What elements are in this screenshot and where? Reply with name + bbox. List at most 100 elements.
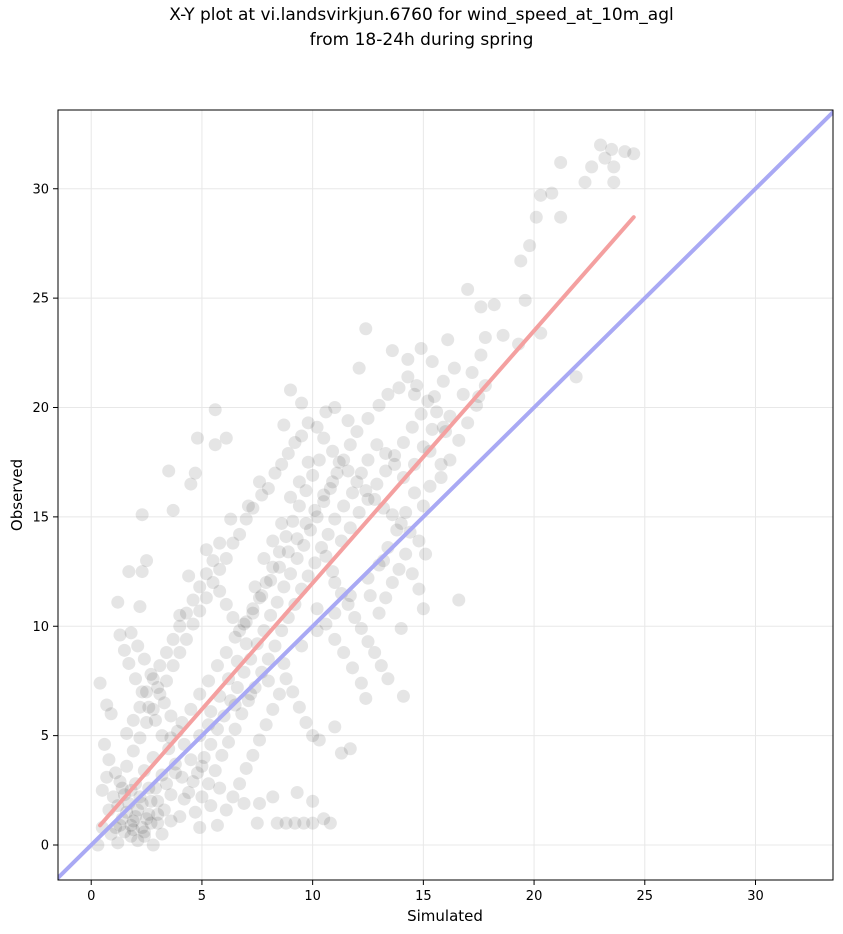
scatter-point [461,416,475,430]
scatter-point [310,510,324,524]
scatter-point [319,405,333,419]
scatter-point [226,790,240,804]
scatter-point [157,696,171,710]
scatter-point [195,759,209,773]
scatter-point [408,387,421,401]
scatter-point [308,556,322,570]
scatter-point [379,446,393,460]
scatter-point [605,142,619,156]
scatter-point [284,490,297,504]
scatter-point [246,606,260,620]
scatter-point [204,705,218,719]
scatter-point [146,702,160,716]
scatter-point [379,591,393,605]
scatter-point [131,803,145,817]
grid [58,110,833,880]
scatter-point [253,796,266,810]
scatter-point [452,433,466,447]
scatter-point [288,816,302,830]
scatter-point [281,446,295,460]
scatter-point [523,239,537,253]
scatter-point [368,492,382,506]
scatter-points [91,138,641,852]
scatter-point [186,593,200,607]
scatter-point [140,716,154,729]
scatter-point [359,484,373,498]
scatter-point [140,554,154,568]
scatter-point [104,707,118,721]
scatter-point [213,781,227,795]
scatter-point [328,720,342,734]
scatter-point [514,254,528,268]
scatter-point [160,777,173,791]
scatter-point [213,584,227,598]
scatter-point [126,823,140,837]
scatter-point [135,565,149,579]
scatter-point [93,676,107,690]
scatter-point [284,567,297,581]
scatter-point [474,300,488,314]
scatter-point [208,403,222,417]
scatter-point [290,551,304,565]
series-line [98,215,636,828]
scatter-point [392,562,406,576]
scatter-point [585,160,599,174]
scatter-point [129,810,142,824]
scatter-point [162,464,176,478]
scatter-point [168,766,182,780]
scatter-point [319,617,333,631]
chart-title-line-1: X-Y plot at vi.landsvirkjun.6760 for win… [169,5,674,25]
scatter-point [334,746,348,760]
scatter-point [374,659,388,673]
scatter-point [219,551,233,565]
scatter-point [179,632,193,646]
scatter-point [346,661,359,675]
scatter-point [255,488,269,502]
scatter-point [341,464,355,478]
scatter-point [299,716,313,729]
scatter-point [350,425,364,439]
scatter-point [627,147,641,161]
scatter-point [239,761,253,775]
scatter-point [306,468,320,482]
scatter-point [266,790,280,804]
scatter-point [385,508,399,522]
scatter-point [279,816,293,830]
scatter-point [102,753,116,767]
scatter-point [111,595,125,609]
scatter-point [120,726,134,740]
scatter-point [157,803,171,817]
scatter-point [137,652,151,666]
scatter-point [151,816,165,830]
scatter-point [239,637,253,651]
scatter-point [155,827,169,841]
scatter-point [328,512,342,526]
scatter-point [266,560,280,574]
scatter-point [328,576,342,589]
scatter-point [270,595,284,609]
scatter-point [361,635,375,649]
scatter-point [199,567,213,581]
scatter-point [332,455,346,469]
scatter-point [266,702,280,716]
scatter-point [186,617,200,631]
scatter-point [122,656,136,670]
scatter-point [235,707,249,721]
scatter-point [215,748,229,762]
scatter-point [142,807,156,821]
scatter-point [352,361,366,375]
scatter-point [290,786,304,799]
scatter-point [259,718,273,732]
scatter-point [182,569,196,583]
scatter-point [131,834,145,848]
scatter-point [219,597,233,611]
scatter-point [343,521,357,535]
scatter-point [206,554,220,568]
scatter-point [219,431,233,445]
scatter-point [160,646,173,659]
scatter-point [350,475,364,489]
scatter-point [246,748,260,762]
scatter-point [140,812,154,826]
scatter-point [368,646,382,659]
